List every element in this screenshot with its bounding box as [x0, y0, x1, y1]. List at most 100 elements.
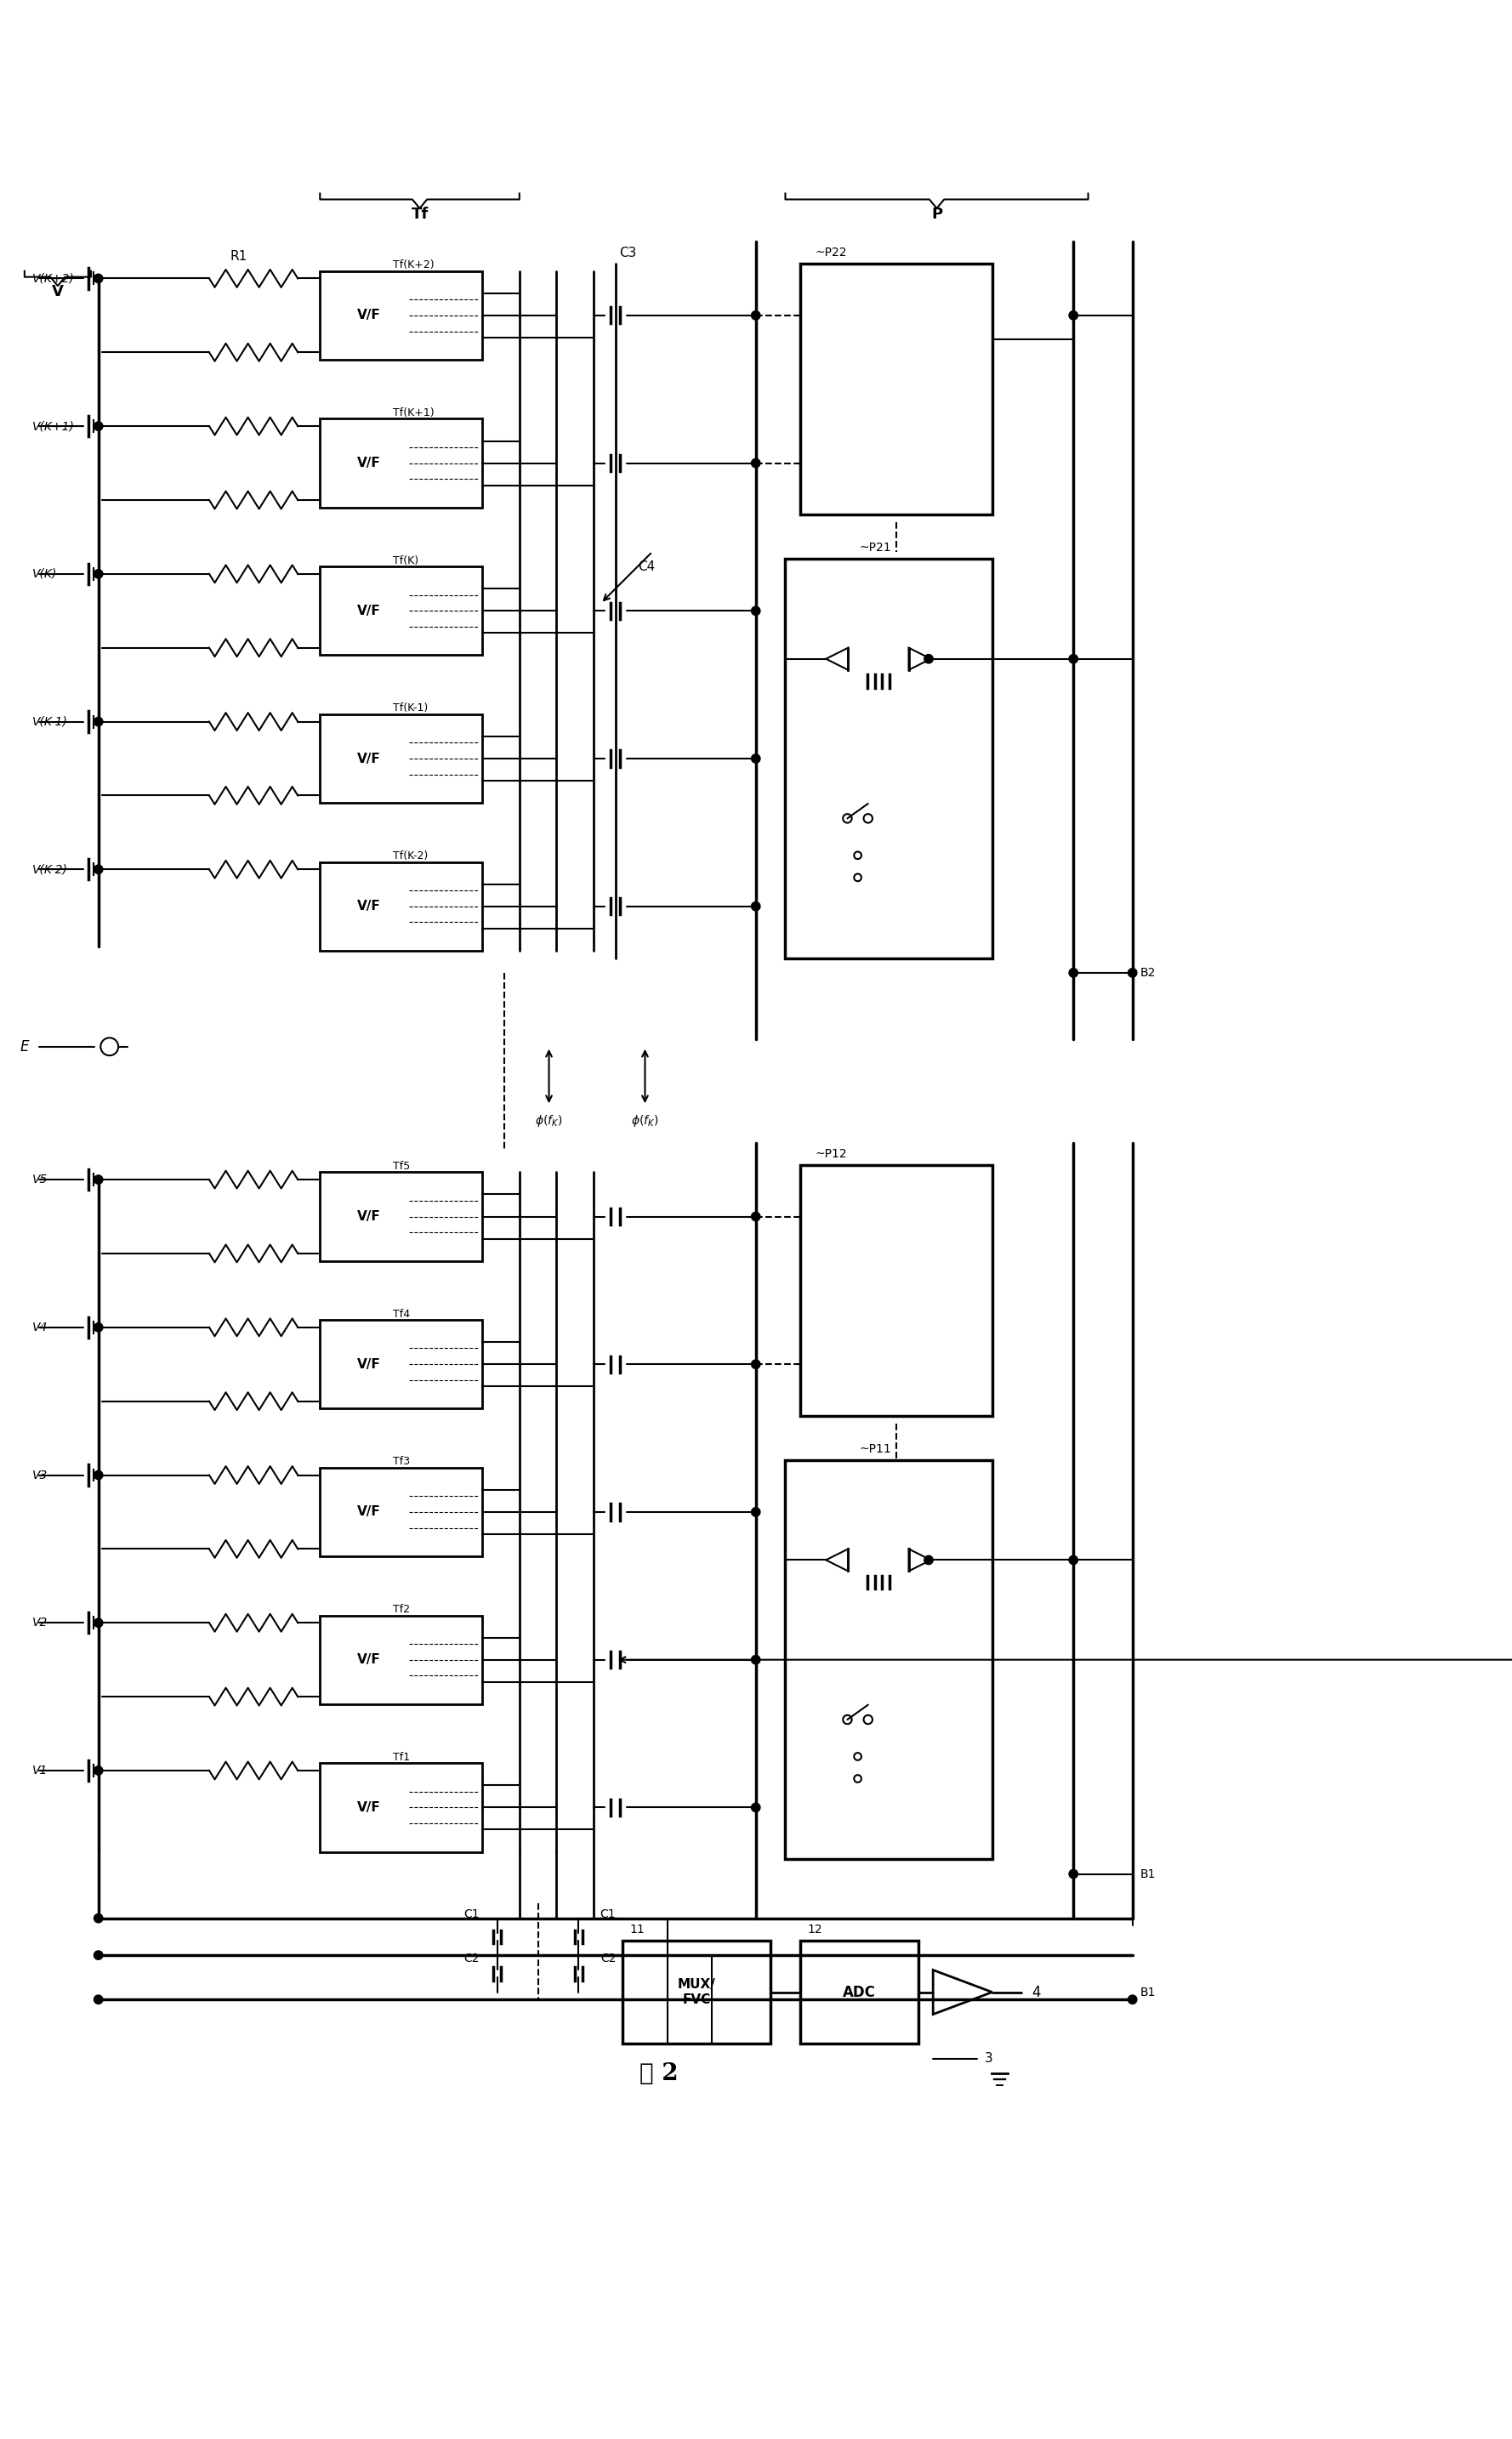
Circle shape: [1069, 310, 1078, 320]
Circle shape: [1069, 968, 1078, 978]
Text: V/F: V/F: [357, 1800, 381, 1815]
Circle shape: [751, 1802, 761, 1812]
Text: 3: 3: [984, 2051, 993, 2066]
Bar: [321, 1615, 482, 1705]
Text: V(K-1): V(K-1): [32, 715, 68, 727]
Text: Tf1: Tf1: [393, 1751, 410, 1763]
Text: Tf3: Tf3: [393, 1456, 410, 1468]
Circle shape: [1069, 1556, 1078, 1563]
Text: ~P21: ~P21: [859, 541, 891, 554]
Circle shape: [94, 1322, 103, 1332]
Text: Tf: Tf: [411, 207, 428, 222]
Text: 11: 11: [631, 1924, 646, 1934]
Text: R1: R1: [230, 249, 248, 263]
Text: Tf(K-2): Tf(K-2): [393, 851, 428, 861]
Text: Tf4: Tf4: [393, 1307, 410, 1319]
Text: V(K-2): V(K-2): [32, 863, 68, 876]
Circle shape: [94, 422, 103, 432]
Circle shape: [751, 1212, 761, 1222]
Polygon shape: [826, 649, 848, 671]
Circle shape: [94, 1951, 103, 1959]
Text: 图 2: 图 2: [640, 2061, 679, 2085]
Text: 4: 4: [1033, 1985, 1040, 2000]
Text: C1: C1: [600, 1910, 615, 1919]
Text: ~P12: ~P12: [815, 1149, 847, 1159]
Circle shape: [751, 1361, 761, 1368]
Circle shape: [751, 459, 761, 468]
Circle shape: [94, 273, 103, 283]
Text: C2: C2: [600, 1954, 615, 1966]
Polygon shape: [933, 1971, 992, 2015]
Circle shape: [751, 310, 761, 320]
Text: Tf(K+2): Tf(K+2): [393, 259, 434, 271]
Bar: [321, 1173, 482, 1261]
Circle shape: [751, 1507, 761, 1517]
Bar: [321, 566, 482, 656]
Bar: [321, 1763, 482, 1851]
Bar: [785, 1461, 992, 1859]
Text: C1: C1: [464, 1910, 479, 1919]
Text: V/F: V/F: [357, 605, 381, 617]
Circle shape: [1069, 654, 1078, 663]
Text: V/F: V/F: [357, 1505, 381, 1519]
Polygon shape: [909, 1549, 931, 1571]
Text: V5: V5: [32, 1173, 47, 1185]
Bar: [800, 1941, 918, 2044]
Text: V/F: V/F: [357, 1359, 381, 1371]
Text: ADC: ADC: [842, 1985, 875, 2000]
Bar: [321, 1468, 482, 1556]
Polygon shape: [909, 649, 931, 671]
Text: $\phi(f_K)$: $\phi(f_K)$: [631, 1112, 659, 1129]
Circle shape: [94, 1619, 103, 1627]
Text: V/F: V/F: [357, 1210, 381, 1222]
Circle shape: [94, 568, 103, 578]
Circle shape: [94, 717, 103, 727]
Text: V(K): V(K): [32, 568, 57, 580]
Text: V(K+1): V(K+1): [32, 420, 74, 432]
Text: C2: C2: [464, 1954, 479, 1966]
Circle shape: [751, 607, 761, 615]
Text: $\phi(f_K)$: $\phi(f_K)$: [535, 1112, 562, 1129]
Text: V1: V1: [32, 1763, 47, 1776]
Text: ~P11: ~P11: [859, 1444, 891, 1456]
Polygon shape: [826, 1549, 848, 1571]
Circle shape: [94, 866, 103, 873]
Circle shape: [751, 754, 761, 763]
Text: P: P: [931, 207, 942, 222]
Bar: [321, 420, 482, 507]
Text: ~P22: ~P22: [815, 246, 847, 259]
Bar: [321, 271, 482, 359]
Bar: [623, 1941, 771, 2044]
Bar: [800, 1166, 992, 1417]
Circle shape: [1069, 1871, 1078, 1878]
Bar: [321, 715, 482, 802]
Text: C4: C4: [638, 561, 655, 573]
Circle shape: [94, 1915, 103, 1922]
Text: V: V: [51, 283, 64, 300]
Bar: [321, 861, 482, 951]
Text: B2: B2: [1140, 966, 1155, 978]
Text: B1: B1: [1140, 1868, 1155, 1880]
Text: B1: B1: [1140, 1985, 1155, 1998]
Bar: [321, 1319, 482, 1410]
Circle shape: [924, 654, 933, 663]
Circle shape: [94, 1471, 103, 1480]
Text: V3: V3: [32, 1468, 47, 1480]
Circle shape: [94, 1995, 103, 2005]
Text: 12: 12: [807, 1924, 823, 1934]
Text: Tf(K-1): Tf(K-1): [393, 702, 428, 715]
Circle shape: [924, 1556, 933, 1563]
Text: Tf2: Tf2: [393, 1605, 410, 1615]
Text: C3: C3: [618, 246, 637, 259]
Text: V/F: V/F: [357, 751, 381, 766]
Text: V(K+2): V(K+2): [32, 273, 74, 285]
Circle shape: [751, 1656, 761, 1663]
Circle shape: [751, 902, 761, 910]
Circle shape: [94, 1766, 103, 1776]
Text: V2: V2: [32, 1617, 47, 1629]
Text: V4: V4: [32, 1322, 47, 1334]
Circle shape: [94, 1176, 103, 1183]
Text: Tf(K+1): Tf(K+1): [393, 407, 434, 420]
Text: E: E: [20, 1039, 29, 1054]
Bar: [800, 263, 992, 515]
